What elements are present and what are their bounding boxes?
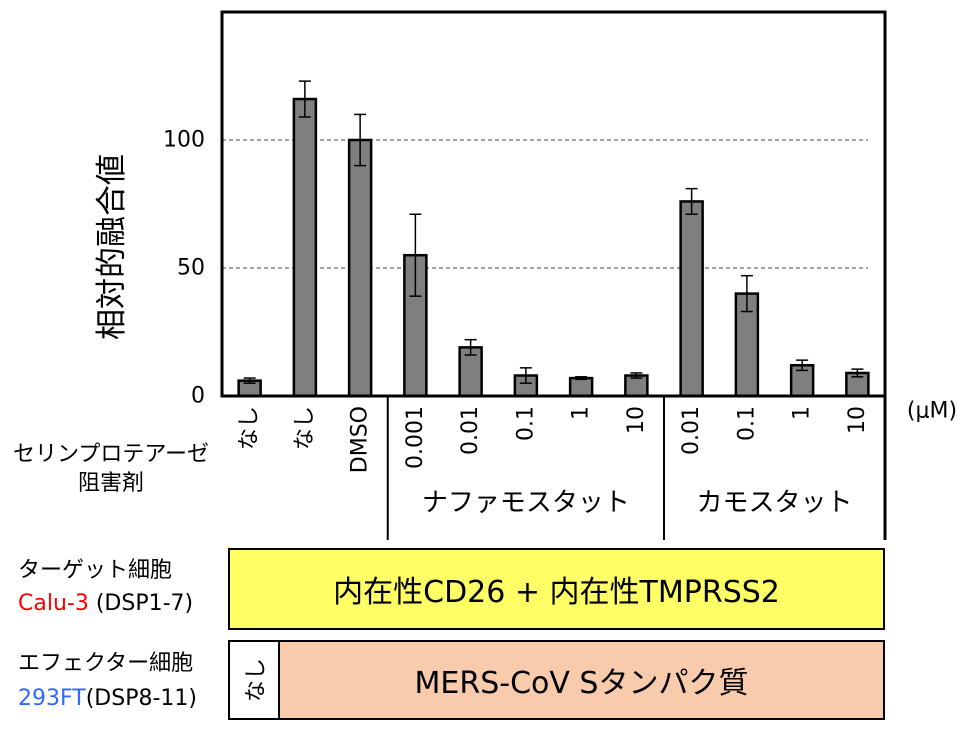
bar-7 bbox=[568, 376, 594, 398]
target-cells-label: ターゲット細胞 Calu-3 (DSP1-7) bbox=[18, 554, 193, 620]
x-tick-label: 0.1 bbox=[734, 406, 759, 441]
effector-cell-line-name: 293FT bbox=[18, 686, 86, 711]
inhibitor-row-label: セリンプロテアーゼ 阻害剤 bbox=[0, 440, 222, 498]
bar-9 bbox=[679, 200, 704, 398]
x-tick-label: 10 bbox=[624, 406, 649, 434]
y-tick-label: 50 bbox=[177, 256, 205, 281]
error-bar-4 bbox=[409, 213, 422, 297]
error-bar-5 bbox=[464, 338, 477, 356]
concentration-unit: (μM) bbox=[907, 399, 957, 424]
y-axis-title: 相対的融合値 bbox=[94, 154, 130, 340]
x-tick-labels: なし なし DMSO 0.001 0.01 0.1 1 10 0.01 0.1 1 10 bbox=[237, 406, 870, 473]
effector-cell-reporter: (DSP8-11) bbox=[85, 686, 197, 711]
error-bar-7 bbox=[575, 376, 588, 381]
target-box: 内在性CD26 + 内在性TMPRSS2 bbox=[228, 548, 885, 630]
effector-cells-title: エフェクター細胞 bbox=[18, 651, 194, 676]
inhibitor-row-label-line-2: 阻害剤 bbox=[77, 471, 144, 496]
error-bar-1 bbox=[243, 377, 256, 384]
x-tick-label: 1 bbox=[790, 406, 815, 420]
error-bar-9 bbox=[685, 187, 698, 215]
group-label-1: ナファモスタット bbox=[422, 488, 630, 518]
target-cells-title: ターゲット細胞 bbox=[18, 558, 173, 583]
gridlines bbox=[222, 139, 868, 269]
target-cell-reporter: (DSP1-7) bbox=[88, 591, 194, 616]
effector-none-text: なし bbox=[243, 657, 269, 703]
y-tick-label: 0 bbox=[191, 384, 205, 409]
error-bars bbox=[243, 80, 864, 384]
group-separators bbox=[386, 396, 665, 540]
effector-cells-label: エフェクター細胞 293FT(DSP8-11) bbox=[18, 646, 197, 716]
bars bbox=[237, 97, 870, 398]
error-bar-3 bbox=[354, 113, 367, 167]
error-bar-12 bbox=[851, 368, 864, 378]
x-tick-label: 0.001 bbox=[403, 406, 428, 469]
effector-none-box: なし bbox=[228, 640, 280, 720]
x-tick-label: DMSO bbox=[348, 406, 373, 473]
y-tick-label: 100 bbox=[163, 128, 205, 153]
x-tick-label: 1 bbox=[569, 406, 594, 420]
x-tick-label: なし bbox=[292, 406, 317, 450]
bar-3 bbox=[347, 138, 373, 398]
group-label-2: カモスタット bbox=[696, 488, 852, 518]
bar-chart: 0 50 100 なし なし DMSO 0.001 0.01 0.1 1 10 0.01 0.1 1 10… bbox=[94, 10, 957, 540]
target-cells-line: Calu-3 (DSP1-7) bbox=[18, 587, 193, 620]
error-bar-8 bbox=[630, 372, 643, 379]
y-tick-labels: 0 50 100 bbox=[163, 128, 205, 409]
error-bar-11 bbox=[796, 359, 809, 372]
bar-2 bbox=[292, 97, 318, 398]
x-tick-label: 0.1 bbox=[513, 406, 538, 441]
inhibitor-row-label-line-1: セリンプロテアーゼ bbox=[12, 442, 210, 467]
x-tick-label: なし bbox=[237, 406, 262, 450]
x-tick-label: 0.01 bbox=[679, 406, 704, 455]
target-box-text: 内在性CD26 + 内在性TMPRSS2 bbox=[333, 575, 780, 610]
error-bar-6 bbox=[519, 367, 532, 384]
x-tick-label: 10 bbox=[845, 406, 870, 434]
error-bar-2 bbox=[298, 80, 311, 118]
effector-box-text: MERS-CoV Sタンパク質 bbox=[414, 666, 749, 701]
effector-cells-line: 293FT(DSP8-11) bbox=[18, 681, 197, 716]
effector-box: MERS-CoV Sタンパク質 bbox=[278, 640, 885, 720]
error-bar-10 bbox=[740, 274, 753, 313]
target-cell-line-name: Calu-3 bbox=[18, 591, 89, 616]
x-tick-label: 0.01 bbox=[458, 406, 483, 455]
group-labels: ナファモスタット カモスタット bbox=[422, 488, 853, 518]
